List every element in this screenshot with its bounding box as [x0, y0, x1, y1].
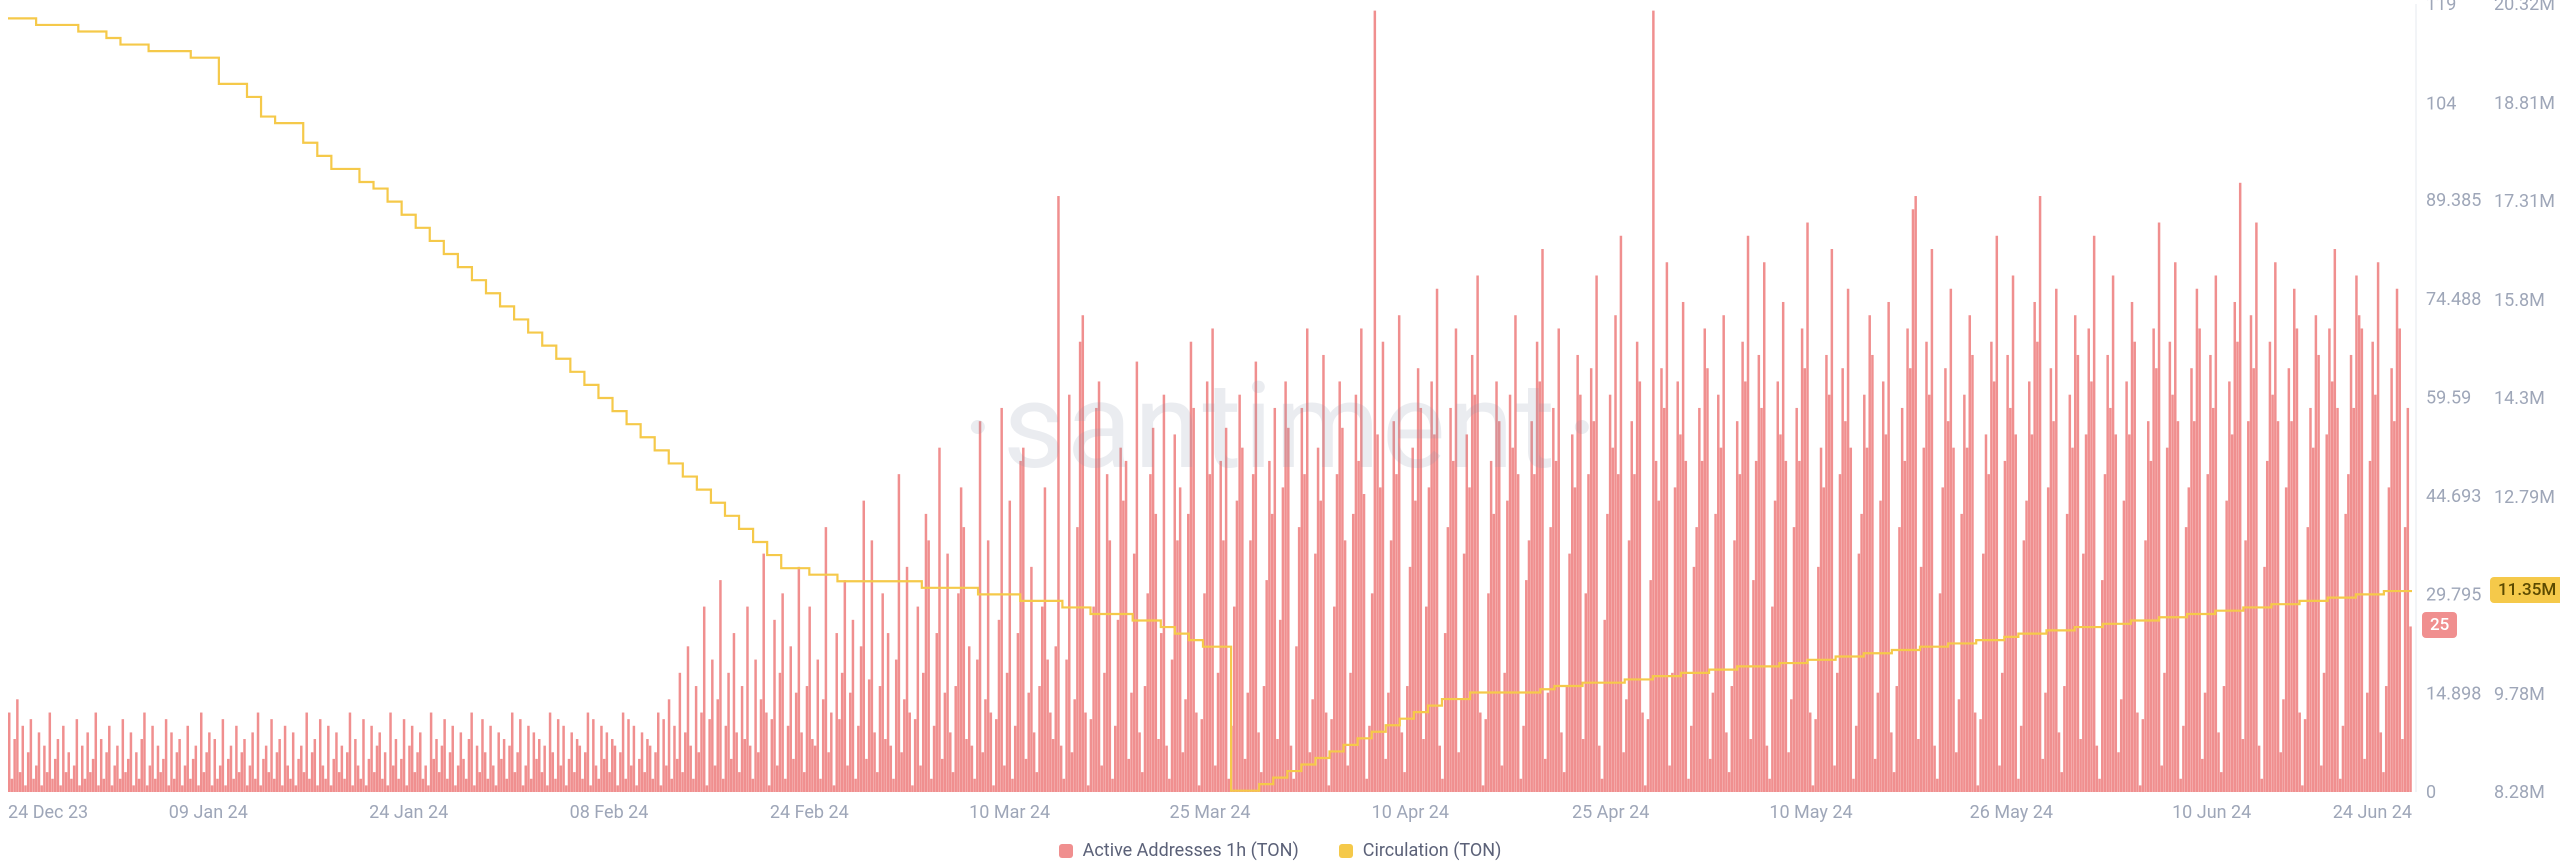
- svg-text:08 Feb 24: 08 Feb 24: [570, 802, 649, 823]
- chart-svg: 24 Dec 23 09 Jan 24 24 Jan 24 08 Feb 24 24 F…: [0, 0, 2560, 867]
- svg-text:14.3M: 14.3M: [2494, 388, 2545, 409]
- legend-label-circ: Circulation (TON): [1363, 840, 1502, 861]
- y1-current-badge: 25: [2422, 612, 2457, 638]
- svg-text:104: 104: [2426, 93, 2456, 114]
- svg-text:44.693: 44.693: [2426, 486, 2481, 507]
- svg-text:24 Jan 24: 24 Jan 24: [369, 802, 448, 823]
- svg-text:10 Jun 24: 10 Jun 24: [2172, 802, 2251, 823]
- svg-text:0: 0: [2426, 782, 2436, 803]
- y2-current-badge: 11.35M: [2490, 577, 2560, 603]
- svg-text:10 Apr 24: 10 Apr 24: [1372, 802, 1449, 823]
- svg-text:25 Mar 24: 25 Mar 24: [1170, 802, 1251, 823]
- svg-text:25 Apr 24: 25 Apr 24: [1572, 802, 1649, 823]
- svg-text:09 Jan 24: 09 Jan 24: [169, 802, 248, 823]
- legend-swatch-circ: [1339, 844, 1353, 858]
- svg-text:119: 119: [2426, 0, 2456, 15]
- legend: Active Addresses 1h (TON) Circulation (T…: [0, 840, 2560, 861]
- chart-container: 24 Dec 23 09 Jan 24 24 Jan 24 08 Feb 24 24 F…: [0, 0, 2560, 867]
- svg-text:18.81M: 18.81M: [2494, 93, 2555, 114]
- svg-text:10 Mar 24: 10 Mar 24: [969, 802, 1050, 823]
- svg-text:59.59: 59.59: [2426, 387, 2471, 408]
- svg-text:9.78M: 9.78M: [2494, 684, 2545, 705]
- svg-text:24 Dec 23: 24 Dec 23: [8, 802, 88, 823]
- legend-item-active[interactable]: Active Addresses 1h (TON): [1059, 840, 1299, 861]
- svg-text:15.8M: 15.8M: [2494, 290, 2545, 311]
- svg-text:89.385: 89.385: [2426, 190, 2481, 211]
- svg-text:12.79M: 12.79M: [2494, 487, 2555, 508]
- svg-text:20.32M: 20.32M: [2494, 0, 2555, 15]
- svg-text:17.31M: 17.31M: [2494, 191, 2555, 212]
- svg-text:14.898: 14.898: [2426, 683, 2481, 704]
- svg-text:24 Jun 24: 24 Jun 24: [2333, 802, 2412, 823]
- svg-text:29.795: 29.795: [2426, 585, 2481, 606]
- svg-text:26 May 24: 26 May 24: [1970, 802, 2053, 823]
- legend-label-active: Active Addresses 1h (TON): [1083, 840, 1299, 861]
- legend-item-circ[interactable]: Circulation (TON): [1339, 840, 1502, 861]
- svg-text:8.28M: 8.28M: [2494, 782, 2545, 803]
- svg-text:74.488: 74.488: [2426, 289, 2481, 310]
- svg-text:24 Feb 24: 24 Feb 24: [770, 802, 849, 823]
- svg-text:10 May 24: 10 May 24: [1769, 802, 1852, 823]
- legend-swatch-active: [1059, 844, 1073, 858]
